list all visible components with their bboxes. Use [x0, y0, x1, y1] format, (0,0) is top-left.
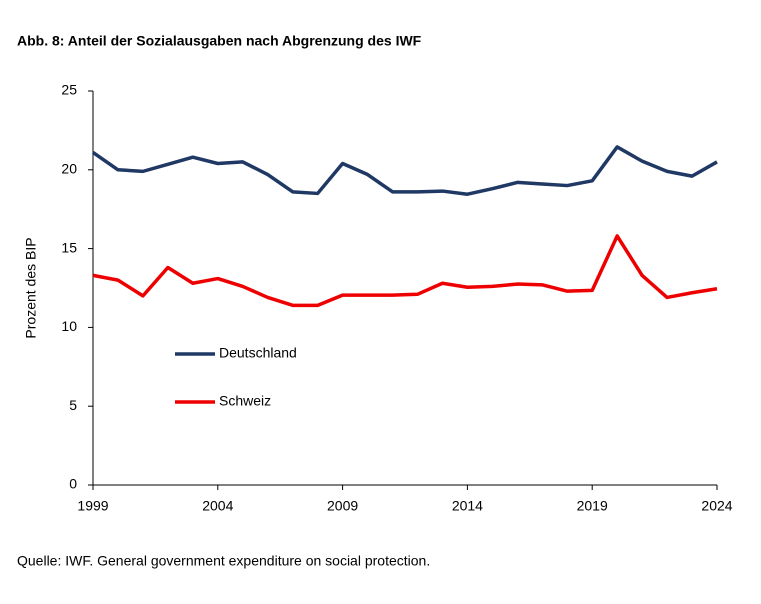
- y-tick-label: 0: [69, 476, 77, 492]
- chart-title: Abb. 8: Anteil der Sozialausgaben nach A…: [17, 33, 422, 49]
- x-tick-label: 1999: [77, 498, 108, 514]
- y-axis-label: Prozent des BIP: [23, 237, 39, 338]
- x-tick-label: 2004: [202, 498, 233, 514]
- x-tick-label: 2009: [327, 498, 358, 514]
- y-tick-label: 20: [61, 161, 77, 177]
- legend-label: Schweiz: [219, 393, 271, 409]
- x-tick-label: 2014: [452, 498, 483, 514]
- y-tick-label: 15: [61, 239, 77, 255]
- x-tick-label: 2024: [701, 498, 732, 514]
- y-tick-label: 25: [61, 82, 77, 98]
- series-line: [92, 145, 718, 196]
- y-tick-label: 5: [69, 397, 77, 413]
- source-note: Quelle: IWF. General government expendit…: [17, 553, 430, 569]
- y-tick-label: 10: [61, 318, 77, 334]
- legend-label: Deutschland: [219, 345, 297, 361]
- x-tick-label: 2019: [577, 498, 608, 514]
- series-line: [92, 234, 718, 308]
